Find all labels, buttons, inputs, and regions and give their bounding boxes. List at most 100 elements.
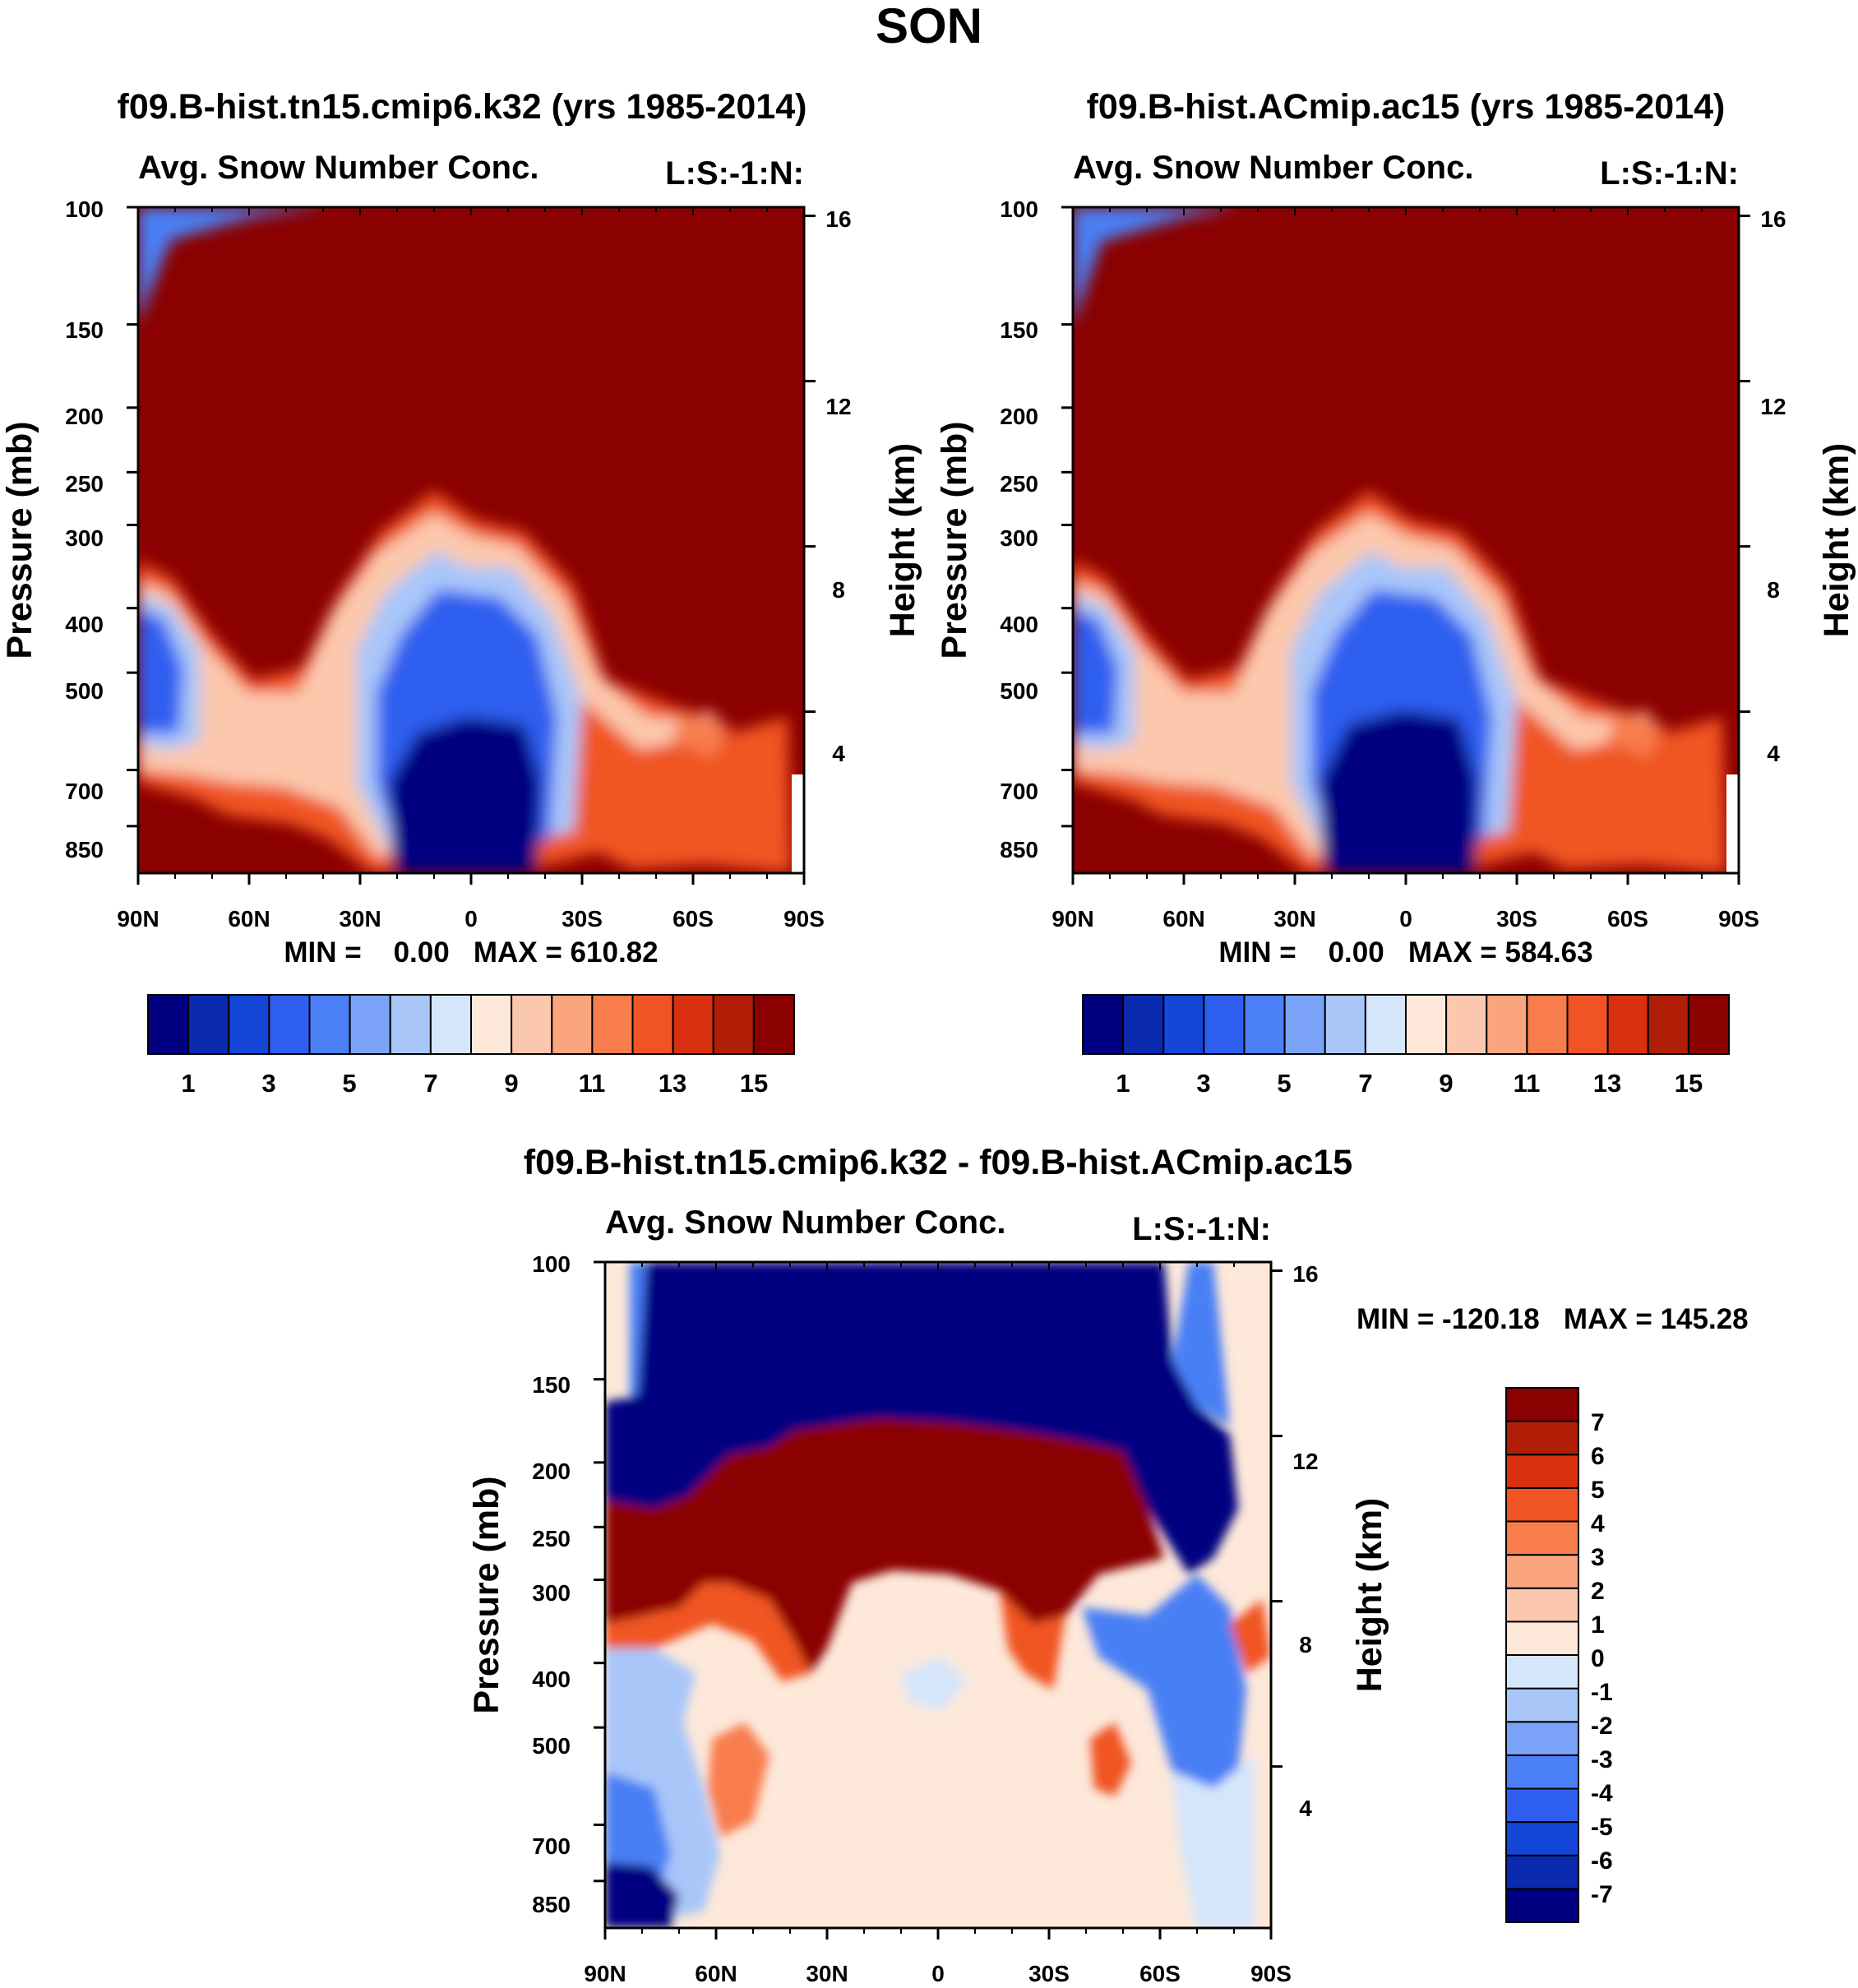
colorbar-swatch [1687,994,1730,1055]
panel-3-cbar-label: -2 [1591,1713,1613,1740]
panel-3-contour-right-light [1172,1755,1255,1928]
panel-1-xtick: 90N [117,906,159,932]
panel-3-xtick: 90S [1250,1961,1292,1986]
panel-1-title: f09.B-hist.tn15.cmip6.k32 (yrs 1985-2014… [118,87,807,127]
colorbar-swatch [1283,994,1326,1055]
panel-2-cbar-label: 15 [1675,1069,1703,1098]
panel-2-ytick: 250 [1000,471,1038,497]
panel-2-xtick: 90S [1718,906,1759,932]
colorbar-swatch [712,994,755,1055]
panel-2-xtick: 60N [1162,906,1204,932]
panel-2-stats: MIN = 0.00 MAX = 584.63 [1218,936,1592,969]
panel-3-xtick: 30S [1028,1961,1070,1986]
panel-1-missing-area [792,774,804,873]
panel-2-contour-right-fringe [1607,709,1665,758]
panel-3-ylabel-right: Height (km) [1350,1498,1389,1693]
panel-1-axes-ticks [127,206,816,885]
panel-3-cbar-label: -5 [1591,1814,1613,1841]
colorbar-swatch [1505,1486,1579,1523]
panel-3-cbar-label: 7 [1591,1409,1605,1436]
colorbar-swatch [1505,1821,1579,1856]
colorbar-swatch [1505,1520,1579,1556]
panel-1-colorbar [147,994,795,1055]
panel-2-htick: 12 [1760,394,1786,419]
colorbar-swatch [308,994,351,1055]
panel-1-htick: 4 [832,741,845,766]
panel-3-title: f09.B-hist.tn15.cmip6.k32 - f09.B-hist.A… [524,1143,1352,1182]
panel-2-htick: 4 [1767,741,1780,766]
colorbar-swatch [268,994,311,1055]
panel-2-cbar-label: 1 [1116,1069,1130,1098]
panel-2-contour-cool-deep [1320,710,1477,873]
panel-1-plot-area [138,207,804,873]
panel-1-htick: 8 [832,577,845,603]
panel-1-xtick: 90S [783,906,825,932]
panel-1-cbar-label: 11 [579,1069,606,1098]
panel-3-subtitle-left: Avg. Snow Number Conc. [605,1204,1005,1241]
panel-1-ytick: 500 [65,678,104,704]
panel-2-y-ticklabels: 100 150 200 250 300 400 500 700 850 [1000,196,1038,862]
panel-3-htick: 12 [1292,1449,1318,1474]
panel-3-ytick: 150 [532,1372,571,1398]
panel-2-missing-area [1726,774,1739,873]
colorbar-swatch [1082,994,1125,1055]
panel-1-xtick: 0 [464,906,478,932]
panel-2-htick: 8 [1767,577,1780,603]
panel-3-xtick: 0 [931,1961,945,1986]
panel-2-cbar-label: 9 [1439,1069,1453,1098]
panel-3-cbar-label: -1 [1591,1679,1613,1706]
colorbar-swatch [1505,1620,1579,1656]
panel-1-cbar-label: 15 [740,1069,768,1098]
panel-3-cbar-label: -3 [1591,1746,1613,1773]
colorbar-swatch [1505,1387,1579,1422]
colorbar-swatch [1162,994,1205,1055]
main-title: SON [876,0,982,53]
panel-2-xtick: 30S [1496,906,1537,932]
colorbar-swatch [1526,994,1569,1055]
panel-3-ytick: 300 [532,1580,571,1606]
colorbar-swatch [1505,1854,1579,1890]
panel-2-title: f09.B-hist.ACmip.ac15 (yrs 1985-2014) [1087,87,1726,127]
panel-2-cbar-label: 5 [1277,1069,1291,1098]
colorbar-swatch [1505,1420,1579,1456]
panel-2-xtick: 0 [1399,906,1412,932]
panel-3-ytick: 400 [532,1667,571,1692]
panel-3: f09.B-hist.tn15.cmip6.k32 - f09.B-hist.A… [467,1143,1749,1986]
panel-1-y-ticklabels: 100 150 200 250 300 400 500 700 850 [65,196,104,862]
panel-2-x-ticklabels: 90N 60N 30N 0 30S 60S 90S [1051,906,1759,932]
colorbar-swatch [1505,1754,1579,1790]
colorbar-swatch [1505,1888,1579,1923]
panel-3-xtick: 60N [695,1961,737,1986]
panel-3-contour-warm-fringe [605,1583,1065,1690]
colorbar-swatch [1364,994,1407,1055]
colorbar-swatch [1405,994,1448,1055]
panel-2-cbar-label: 7 [1358,1069,1372,1098]
panel-3-contour-mid-warm [1090,1722,1131,1796]
panel-3-cbar-label: 4 [1591,1510,1605,1537]
panel-1-ytick: 400 [65,612,104,637]
colorbar-swatch [1445,994,1488,1055]
panel-3-htick: 16 [1292,1261,1318,1287]
colorbar-swatch [147,994,190,1055]
panel-3-y-ticklabels: 100 150 200 250 300 400 500 700 850 [532,1251,571,1917]
panel-3-colorbar-labels: 7 6 5 4 3 2 1 0 -1 -2 -3 -4 -5 -6 -7 [1591,1409,1613,1908]
panel-3-subtitle-right: L:S:-1:N: [1132,1211,1271,1247]
colorbar-swatch [672,994,714,1055]
panel-3-axes-ticks [594,1260,1283,1939]
panel-2-ytick: 700 [1000,779,1038,804]
panel-1-ylabel: Pressure (mb) [0,421,39,659]
panel-3-colorbar [1505,1387,1579,1923]
panel-2-htick: 16 [1760,206,1786,232]
colorbar-swatch [1505,1554,1579,1589]
panel-1-xtick: 30N [339,906,381,932]
panel-1-cbar-label: 13 [659,1069,686,1098]
panel-2-xtick: 30N [1273,906,1315,932]
panel-1-contour-right-fringe [672,709,730,758]
panel-3-ytick: 100 [532,1251,571,1277]
colorbar-swatch [591,994,634,1055]
panel-2-xtick: 60S [1607,906,1648,932]
colorbar-swatch [1324,994,1366,1055]
colorbar-swatch [1505,1687,1579,1723]
panel-1-subtitle-left: Avg. Snow Number Conc. [138,150,538,186]
